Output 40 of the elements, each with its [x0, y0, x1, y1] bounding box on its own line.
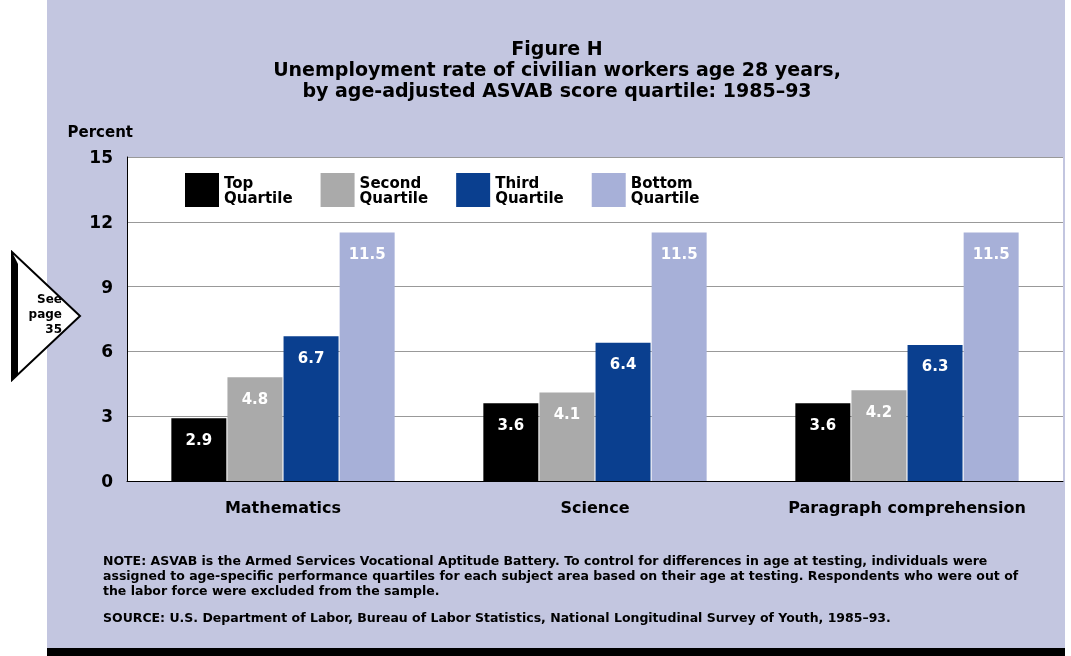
y-tick-label: 0 — [101, 471, 114, 491]
bar — [283, 336, 339, 481]
data-label: 3.6 — [497, 415, 525, 434]
chart-title: Figure H — [510, 37, 604, 59]
data-label: 6.7 — [297, 348, 325, 367]
bar — [651, 232, 707, 481]
bar — [339, 232, 395, 481]
data-label: 6.4 — [609, 355, 637, 374]
legend-label: Second Quartile — [359, 173, 429, 207]
x-tick-label: Science — [560, 497, 630, 517]
legend-label: Bottom Quartile — [630, 173, 700, 207]
source-note: SOURCE: U.S. Department of Labor, Bureau of Labor Statistics, National Longitudinal Survey of Youth, 1985–93. — [103, 610, 892, 625]
legend-label: Top Quartile — [224, 173, 293, 207]
bar — [907, 344, 963, 481]
data-label: 4.2 — [865, 402, 893, 421]
data-label: 4.8 — [241, 389, 269, 408]
y-tick-label: 12 — [89, 211, 113, 232]
bar — [539, 392, 595, 481]
bar — [227, 377, 283, 481]
data-label: 11.5 — [660, 245, 698, 264]
data-label: 4.1 — [553, 404, 581, 423]
x-tick-label: Paragraph comprehension — [788, 497, 1026, 517]
data-label: 2.9 — [185, 430, 213, 449]
bar — [851, 390, 907, 481]
chart-subtitle: Unemployment rate of civilian workers age 28 years, by age-adjusted ASVAB score quartile: 1985–93 — [272, 58, 842, 101]
bar — [963, 232, 1019, 481]
data-label: 11.5 — [348, 245, 386, 264]
y-tick-label: 15 — [89, 147, 113, 167]
y-tick-label: 9 — [101, 276, 113, 297]
y-tick-label: 3 — [101, 406, 113, 427]
data-label: 3.6 — [809, 415, 837, 434]
data-label: 6.3 — [921, 357, 949, 376]
x-tick-label: Mathematics — [224, 497, 342, 517]
y-tick-label: 6 — [101, 341, 113, 362]
data-label: 11.5 — [972, 245, 1010, 264]
bar — [595, 342, 651, 481]
legend-label: Third Quartile — [495, 173, 564, 207]
y-axis-title: Percent — [67, 122, 133, 141]
arrow-icon: See page 35 — [10, 250, 82, 382]
text: NOTE: ASVAB is the Armed Services Vocational Aptitude Battery. To control for differences in age at testing, individuals were assigned to age-specific performance quartiles for each subject area based on their age at testing. Respondents who were out of the labor force were excluded from the sample. — [103, 553, 1020, 598]
